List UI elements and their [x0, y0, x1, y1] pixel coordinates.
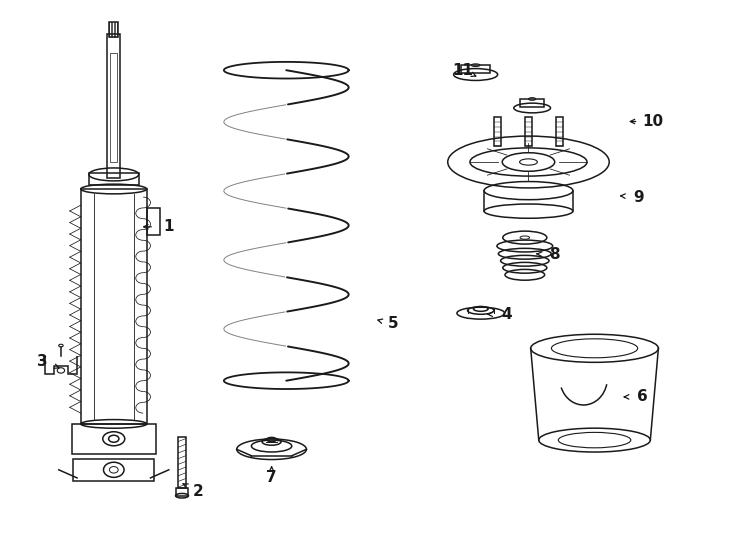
Text: 9: 9 [633, 190, 644, 205]
Bar [176, 488, 188, 496]
Text: 10: 10 [643, 114, 664, 129]
Text: 11: 11 [452, 63, 473, 78]
Text: 8: 8 [549, 247, 559, 262]
Text: 1: 1 [164, 219, 174, 234]
Bar [461, 65, 490, 73]
Text: 7: 7 [266, 470, 277, 485]
Bar [178, 437, 186, 488]
Bar [556, 117, 562, 146]
Text: 5: 5 [388, 316, 398, 332]
Bar [110, 53, 117, 162]
Text: 3: 3 [37, 354, 48, 369]
Bar [71, 424, 156, 454]
Text: 4: 4 [501, 307, 512, 322]
Bar [526, 117, 531, 146]
Bar [147, 208, 160, 235]
Bar [89, 173, 139, 185]
Bar [81, 189, 147, 424]
Text: 6: 6 [637, 389, 647, 404]
Bar [495, 117, 501, 146]
Bar [109, 22, 118, 37]
Bar [520, 99, 544, 106]
Text: 2: 2 [193, 484, 203, 499]
Bar [107, 34, 120, 178]
Bar [73, 459, 154, 481]
